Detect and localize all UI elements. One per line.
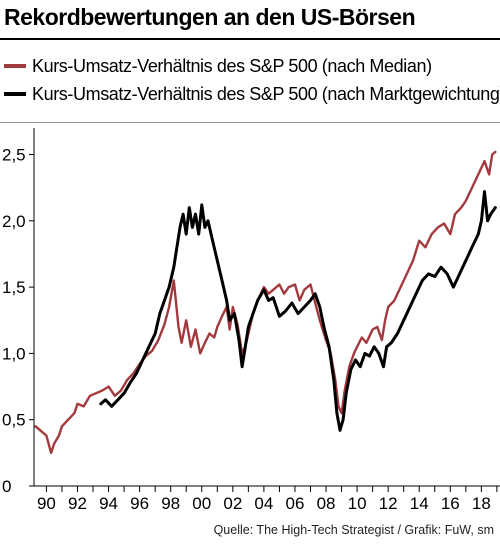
x-tick-label: 04 (254, 494, 273, 513)
x-tick-label: 18 (472, 494, 491, 513)
legend-item-median: Kurs-Umsatz-Verhältnis des S&P 500 (nach… (4, 52, 500, 80)
x-tick-label: 08 (317, 494, 336, 513)
x-tick-label: 16 (441, 494, 460, 513)
y-tick-label: 2,0 (2, 212, 26, 231)
y-tick-label: 1,0 (2, 344, 26, 363)
legend-swatch-market (4, 92, 26, 96)
legend-label-market: Kurs-Umsatz-Verhältnis des S&P 500 (nach… (32, 83, 500, 104)
x-tick-label: 90 (37, 494, 56, 513)
legend-item-market: Kurs-Umsatz-Verhältnis des S&P 500 (nach… (4, 80, 500, 108)
x-tick-label: 98 (161, 494, 180, 513)
x-tick-label: 02 (223, 494, 242, 513)
x-tick-label: 14 (410, 494, 429, 513)
legend-label-median: Kurs-Umsatz-Verhältnis des S&P 500 (nach… (32, 55, 432, 76)
x-tick-label: 10 (348, 494, 367, 513)
x-tick-label: 92 (68, 494, 87, 513)
source-note: Quelle: The High-Tech Strategist / Grafi… (213, 523, 494, 537)
chart-title: Rekordbewertungen an den US-Börsen (4, 4, 416, 30)
series-line-market (99, 190, 497, 432)
x-tick-label: 00 (192, 494, 211, 513)
x-tick-label: 06 (285, 494, 304, 513)
legend: Kurs-Umsatz-Verhältnis des S&P 500 (nach… (4, 52, 500, 108)
legend-swatch-median (4, 64, 26, 68)
x-tick-label: 12 (379, 494, 398, 513)
y-tick-label: 1,5 (2, 278, 26, 297)
y-tick-label: 0,5 (2, 411, 26, 430)
legend-divider (0, 122, 500, 123)
y-tick-label: 2,5 (2, 146, 26, 165)
y-tick-label: 0 (2, 477, 11, 496)
series-line-median (34, 150, 497, 455)
x-tick-label: 96 (130, 494, 149, 513)
title-divider (0, 38, 500, 40)
x-tick-label: 94 (99, 494, 118, 513)
